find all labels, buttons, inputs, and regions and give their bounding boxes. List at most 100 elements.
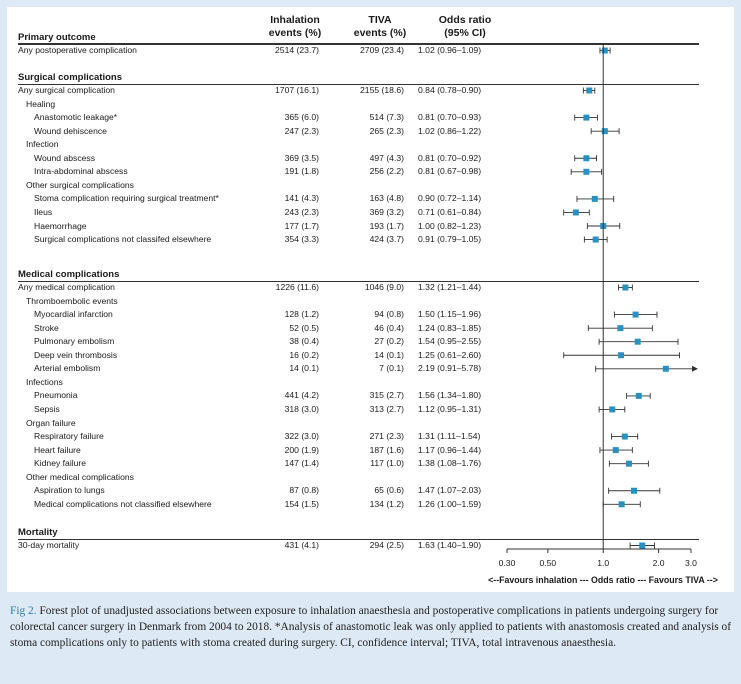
odds-ratio-text: 0.84 (0.78–0.90) bbox=[418, 85, 482, 95]
row-label: Other medical complications bbox=[26, 471, 134, 482]
odds-ratio-text: 0.91 (0.79–1.05) bbox=[418, 234, 482, 245]
row-label: Ileus bbox=[34, 206, 53, 217]
section-rule bbox=[18, 44, 699, 45]
row-label: Arterial embolism bbox=[34, 363, 101, 374]
row-label: Heart failure bbox=[34, 444, 81, 455]
point-estimate bbox=[630, 487, 637, 494]
row-label: Any surgical complication bbox=[18, 85, 115, 95]
x-axis-label: <--Favours inhalation --- Odds ratio ---… bbox=[488, 575, 718, 585]
tiva-events: 27 (0.2) bbox=[374, 336, 404, 347]
row-label: Deep vein thrombosis bbox=[34, 349, 118, 360]
row-label: Any medical complication bbox=[18, 282, 115, 292]
row-label: Thromboembolic events bbox=[26, 295, 118, 306]
header-tiva-line1: TIVA bbox=[368, 14, 392, 26]
odds-ratio-text: 1.50 (1.15–1.96) bbox=[418, 309, 482, 320]
odds-ratio-text: 0.81 (0.70–0.92) bbox=[418, 152, 482, 163]
tiva-events: 187 (1.6) bbox=[369, 444, 404, 455]
tiva-events: 163 (4.8) bbox=[369, 193, 404, 204]
inhalation-events: 431 (4.1) bbox=[284, 540, 319, 550]
inhalation-events: 247 (2.3) bbox=[284, 125, 319, 136]
point-estimate bbox=[583, 168, 590, 175]
x-tick-label: 0.30 bbox=[499, 558, 516, 568]
row-label: Respiratory failure bbox=[34, 431, 104, 442]
tiva-events: 294 (2.5) bbox=[369, 540, 404, 550]
odds-ratio-text: 1.17 (0.96–1.44) bbox=[418, 444, 482, 455]
inhalation-events: 147 (1.4) bbox=[284, 458, 319, 469]
row-label: Infections bbox=[26, 376, 63, 387]
odds-ratio-text: 1.25 (0.61–2.60) bbox=[418, 349, 482, 360]
row-label: Anastomotic leakage* bbox=[34, 112, 118, 123]
point-estimate bbox=[586, 87, 593, 94]
point-estimate bbox=[635, 392, 642, 399]
inhalation-events: 52 (0.5) bbox=[289, 322, 319, 333]
point-estimate bbox=[592, 236, 599, 243]
inhalation-events: 38 (0.4) bbox=[289, 336, 319, 347]
tiva-events: 193 (1.7) bbox=[369, 220, 404, 231]
tiva-events: 271 (2.3) bbox=[369, 431, 404, 442]
row-label: Intra-abdominal abscess bbox=[34, 166, 128, 177]
tiva-events: 1046 (9.0) bbox=[364, 282, 404, 292]
inhalation-events: 365 (6.0) bbox=[284, 112, 319, 123]
inhalation-events: 318 (3.0) bbox=[284, 403, 319, 414]
point-estimate bbox=[622, 284, 629, 291]
row-label: Sepsis bbox=[34, 403, 60, 414]
tiva-events: 7 (0.1) bbox=[379, 363, 404, 374]
inhalation-events: 177 (1.7) bbox=[284, 220, 319, 231]
tiva-events: 46 (0.4) bbox=[374, 322, 404, 333]
point-estimate bbox=[618, 352, 625, 359]
x-tick-label: 0.50 bbox=[539, 558, 556, 568]
odds-ratio-text: 1.00 (0.82–1.23) bbox=[418, 220, 482, 231]
inhalation-events: 1707 (16.1) bbox=[275, 85, 319, 95]
point-estimate bbox=[621, 433, 628, 440]
inhalation-events: 243 (2.3) bbox=[284, 206, 319, 217]
section-title: Mortality bbox=[18, 527, 58, 538]
tiva-events: 14 (0.1) bbox=[374, 349, 404, 360]
tiva-events: 424 (3.7) bbox=[369, 234, 404, 245]
tiva-events: 514 (7.3) bbox=[369, 112, 404, 123]
odds-ratio-text: 1.54 (0.95–2.55) bbox=[418, 336, 482, 347]
section-title: Surgical complications bbox=[18, 72, 122, 83]
row-label: Healing bbox=[26, 98, 56, 109]
tiva-events: 256 (2.2) bbox=[369, 166, 404, 177]
row-label: Other surgical complications bbox=[26, 179, 134, 190]
odds-ratio-text: 2.19 (0.91–5.78) bbox=[418, 363, 482, 374]
tiva-events: 65 (0.6) bbox=[374, 485, 404, 496]
row-label: Wound abscess bbox=[34, 152, 95, 163]
caption-label: Fig 2. bbox=[10, 605, 37, 617]
row-label: Infection bbox=[26, 139, 59, 150]
x-tick-label: 2.0 bbox=[653, 558, 665, 568]
inhalation-events: 191 (1.8) bbox=[284, 166, 319, 177]
tiva-events: 134 (1.2) bbox=[369, 498, 404, 509]
figure-caption: Fig 2. Forest plot of unadjusted associa… bbox=[10, 603, 732, 651]
point-estimate bbox=[639, 542, 646, 549]
odds-ratio-text: 0.90 (0.72–1.14) bbox=[418, 193, 482, 204]
row-label: Surgical complications not classifed els… bbox=[34, 234, 212, 245]
row-label: Pneumonia bbox=[34, 390, 78, 401]
header-inhalation-line2: events (%) bbox=[268, 27, 322, 39]
row-label: 30-day mortality bbox=[18, 540, 80, 550]
header-odds-ratio-line1: Odds ratio bbox=[438, 14, 492, 26]
header-tiva-line2: events (%) bbox=[353, 27, 407, 39]
point-estimate bbox=[591, 195, 598, 202]
odds-ratio-text: 1.24 (0.83–1.85) bbox=[418, 322, 482, 333]
odds-ratio-text: 1.38 (1.08–1.76) bbox=[418, 458, 482, 469]
odds-ratio-text: 1.02 (0.86–1.22) bbox=[418, 125, 482, 136]
x-tick-label: 1.0 bbox=[597, 558, 609, 568]
point-estimate bbox=[634, 338, 641, 345]
inhalation-events: 154 (1.5) bbox=[284, 498, 319, 509]
odds-ratio-text: 1.31 (1.11–1.54) bbox=[418, 431, 481, 442]
ci-arrow bbox=[692, 365, 698, 372]
tiva-events: 313 (2.7) bbox=[369, 403, 404, 414]
row-label: Organ failure bbox=[26, 417, 76, 428]
point-estimate bbox=[601, 47, 608, 54]
inhalation-events: 87 (0.8) bbox=[289, 485, 319, 496]
row-label: Pulmonary embolism bbox=[34, 336, 115, 347]
header-odds-ratio-line2: (95% CI) bbox=[444, 27, 486, 39]
inhalation-events: 354 (3.3) bbox=[284, 234, 319, 245]
odds-ratio-text: 1.63 (1.40–1.90) bbox=[418, 540, 482, 550]
row-label: Any postoperative complication bbox=[18, 45, 137, 55]
point-estimate bbox=[662, 365, 669, 372]
inhalation-events: 16 (0.2) bbox=[289, 349, 319, 360]
tiva-events: 265 (2.3) bbox=[369, 125, 404, 136]
row-label: Kidney failure bbox=[34, 458, 87, 469]
